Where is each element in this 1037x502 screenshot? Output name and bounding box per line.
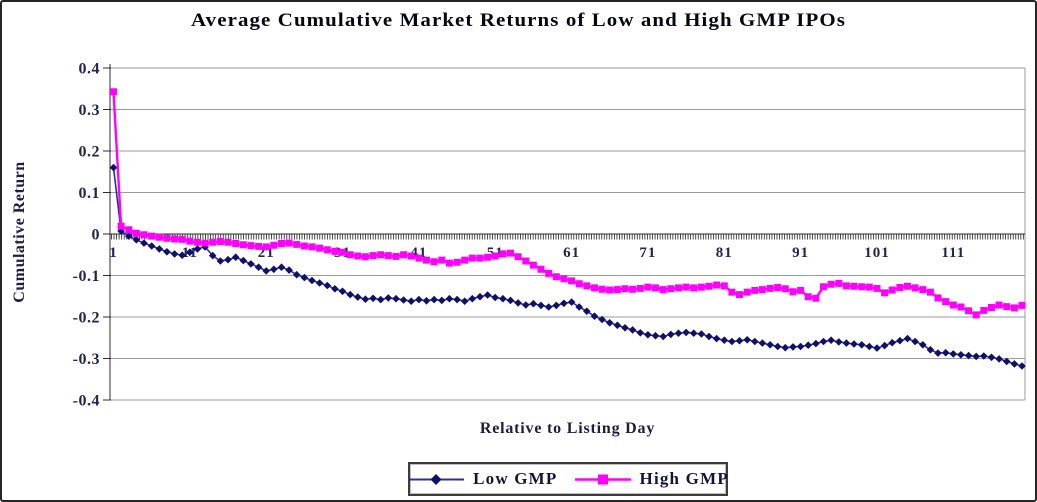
svg-text:71: 71 [639, 245, 656, 261]
legend-item-high-gmp: High GMP [574, 469, 729, 489]
svg-text:-0.4: -0.4 [73, 393, 100, 410]
svg-text:0.2: 0.2 [79, 144, 101, 161]
svg-text:-0.3: -0.3 [73, 351, 100, 368]
legend-label-low-gmp: Low GMP [473, 469, 558, 488]
low-gmp-line-marker-icon [408, 473, 465, 485]
svg-text:111: 111 [941, 245, 965, 261]
svg-text:0.4: 0.4 [79, 61, 101, 78]
legend: Low GMP High GMP [408, 462, 728, 496]
chart-title: Average Cumulative Market Returns of Low… [191, 10, 846, 31]
legend-label-high-gmp: High GMP [639, 469, 729, 488]
legend-item-low-gmp: Low GMP [407, 469, 557, 489]
svg-text:0.1: 0.1 [79, 185, 101, 202]
svg-text:91: 91 [792, 245, 809, 261]
svg-text:1: 1 [109, 245, 118, 261]
svg-text:-0.2: -0.2 [73, 310, 100, 327]
svg-text:0.3: 0.3 [79, 102, 101, 119]
x-axis-title: Relative to Listing Day [479, 420, 656, 437]
svg-text:-0.1: -0.1 [73, 268, 100, 285]
high-gmp-line-marker-icon [574, 474, 631, 484]
svg-text:81: 81 [716, 245, 733, 261]
svg-text:0: 0 [92, 227, 101, 244]
svg-text:61: 61 [563, 245, 580, 261]
svg-text:101: 101 [864, 245, 890, 261]
